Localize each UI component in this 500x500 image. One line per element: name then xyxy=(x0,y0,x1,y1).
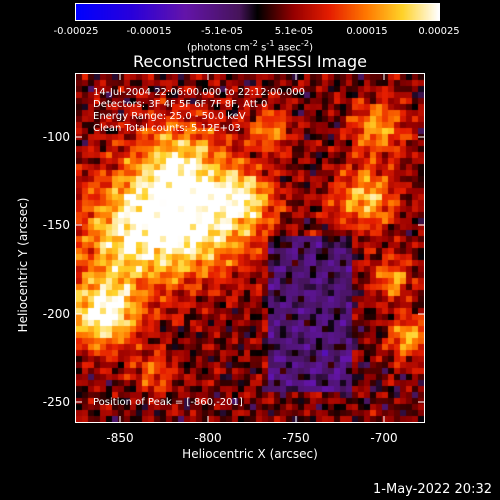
x-tick-label: -850 xyxy=(106,431,134,445)
colorbar-tick: -5.1e-05 xyxy=(201,26,243,37)
timestamp: 1-May-2022 20:32 xyxy=(373,482,492,497)
x-tick-label: -800 xyxy=(194,431,222,445)
x-tick-label: -700 xyxy=(370,431,398,445)
x-tick-label: -750 xyxy=(282,431,310,445)
image-title: Reconstructed RHESSI Image xyxy=(133,52,367,71)
y-tick-label: -200 xyxy=(42,307,70,321)
y-axis-label: Heliocentric Y (arcsec) xyxy=(16,197,30,333)
colorbar-tick: 5.1e-05 xyxy=(274,26,314,37)
colorbar-tick: -0.00015 xyxy=(126,26,172,37)
annotation-energy-range: Energy Range: 25.0 - 50.0 keV xyxy=(93,111,246,122)
rhessi-image xyxy=(75,73,425,423)
y-tick-label: -100 xyxy=(42,130,70,144)
x-axis-label: Heliocentric X (arcsec) xyxy=(182,447,318,461)
y-tick-label: -250 xyxy=(42,395,70,409)
colorbar-tick: 0.00015 xyxy=(346,26,388,37)
annotation-peak-position: Position of Peak = [-860,-201] xyxy=(93,397,243,408)
annotation-counts: Clean Total counts: 5.12E+03 xyxy=(93,123,241,134)
colorbar-tick: 0.00025 xyxy=(418,26,460,37)
colorbar xyxy=(75,3,440,21)
annotation-time-range: 14-Jul-2004 22:06:00.000 to 22:12:00.000 xyxy=(93,87,305,98)
annotation-detectors: Detectors: 3F 4F 5F 6F 7F 8F, Att 0 xyxy=(93,99,268,110)
colorbar-tick: -0.00025 xyxy=(53,26,99,37)
y-tick-label: -150 xyxy=(42,218,70,232)
rhessi-image-raster xyxy=(76,74,424,422)
colorbar-units: (photons cm-2 s-1 asec-2) xyxy=(186,38,314,54)
